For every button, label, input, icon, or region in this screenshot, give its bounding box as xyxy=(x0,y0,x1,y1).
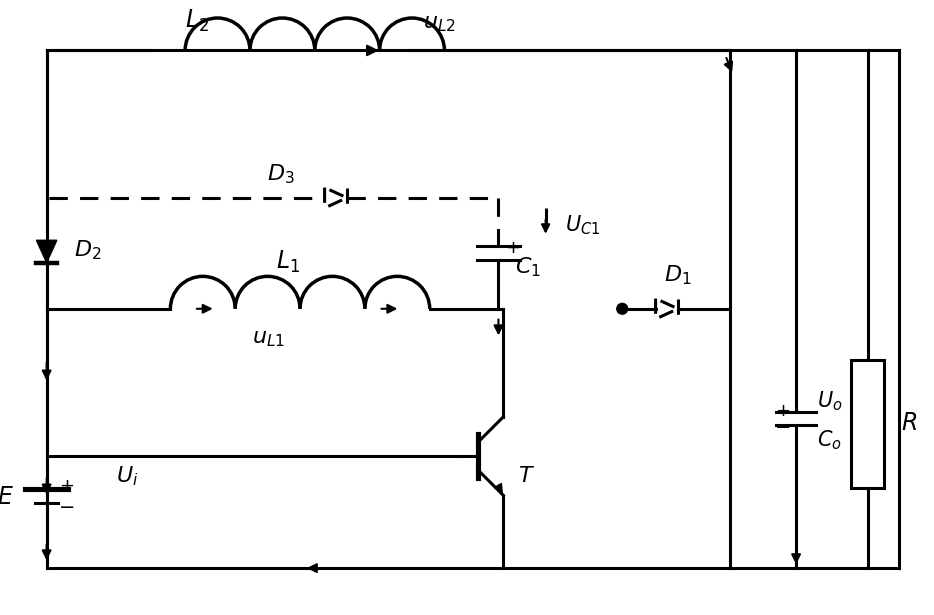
Text: $+$: $+$ xyxy=(504,239,520,257)
Text: $-$: $-$ xyxy=(774,417,790,435)
Text: $C_o$: $C_o$ xyxy=(817,429,842,452)
Text: $U_o$: $U_o$ xyxy=(816,389,842,413)
Text: $+$: $+$ xyxy=(775,402,790,421)
Text: $D_3$: $D_3$ xyxy=(266,162,294,186)
Text: $U_i$: $U_i$ xyxy=(116,464,138,488)
Text: $E$: $E$ xyxy=(0,486,14,509)
Text: $+$: $+$ xyxy=(59,477,74,494)
Text: $R$: $R$ xyxy=(901,412,917,435)
Text: $L_2$: $L_2$ xyxy=(185,8,209,34)
Text: $-$: $-$ xyxy=(58,497,75,515)
Polygon shape xyxy=(36,240,57,263)
Text: $U_{C1}$: $U_{C1}$ xyxy=(565,214,601,237)
Text: $u_{L2}$: $u_{L2}$ xyxy=(423,12,456,34)
Circle shape xyxy=(616,303,628,314)
Text: $D_1$: $D_1$ xyxy=(664,264,692,287)
Text: $D_2$: $D_2$ xyxy=(74,238,102,261)
Text: $C_1$: $C_1$ xyxy=(515,255,541,279)
Text: $T$: $T$ xyxy=(518,465,535,486)
FancyBboxPatch shape xyxy=(851,360,884,488)
Text: $u_{L1}$: $u_{L1}$ xyxy=(252,327,285,349)
Text: $L_1$: $L_1$ xyxy=(276,248,300,275)
